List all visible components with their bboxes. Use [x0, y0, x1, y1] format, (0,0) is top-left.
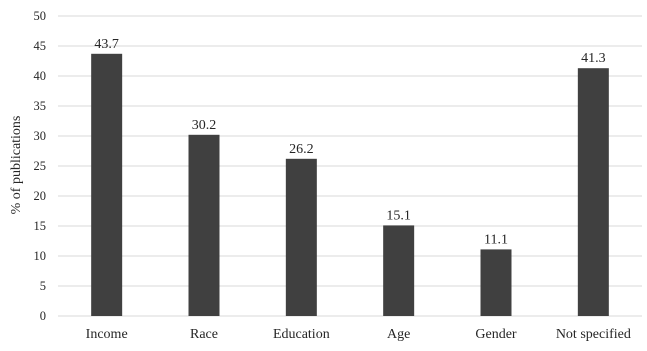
bar-age [383, 225, 415, 316]
data-label: 30.2 [192, 118, 217, 133]
x-category-label: Income [86, 327, 128, 342]
data-label: 26.2 [289, 142, 314, 157]
x-category-label: Age [387, 327, 410, 342]
gridlines [58, 15, 642, 317]
y-tick-label: 25 [34, 159, 47, 173]
data-label: 11.1 [484, 232, 508, 247]
x-category-label: Not specified [556, 327, 631, 342]
y-tick-label: 10 [34, 249, 47, 263]
y-tick-label: 50 [34, 9, 47, 23]
y-tick-label: 45 [34, 39, 47, 53]
x-category-label: Race [190, 327, 218, 342]
bar-not-specified [577, 68, 609, 316]
x-axis-categories: Income Race Education Age Gender Not specifie… [86, 327, 631, 342]
data-label: 41.3 [581, 51, 606, 66]
y-tick-label: 5 [40, 279, 46, 293]
bar-race [188, 134, 220, 316]
x-category-label: Gender [475, 327, 517, 342]
y-tick-label: 40 [34, 69, 47, 83]
x-category-label: Education [273, 327, 330, 342]
y-tick-label: 35 [34, 99, 47, 113]
y-axis-ticks: 0 5 10 15 20 25 30 35 40 45 50 [34, 9, 47, 323]
data-label: 15.1 [386, 208, 411, 223]
y-tick-label: 15 [34, 219, 47, 233]
data-label: 43.7 [94, 37, 119, 52]
bars [91, 53, 609, 317]
bar-education [285, 158, 317, 316]
bar-income [91, 53, 123, 317]
y-axis-title: % of publications [9, 116, 24, 215]
y-tick-label: 30 [34, 129, 47, 143]
y-tick-label: 20 [34, 189, 47, 203]
y-tick-label: 0 [40, 309, 46, 323]
bar-gender [480, 249, 512, 316]
data-labels: 43.7 30.2 26.2 15.1 11.1 41.3 [94, 37, 605, 248]
